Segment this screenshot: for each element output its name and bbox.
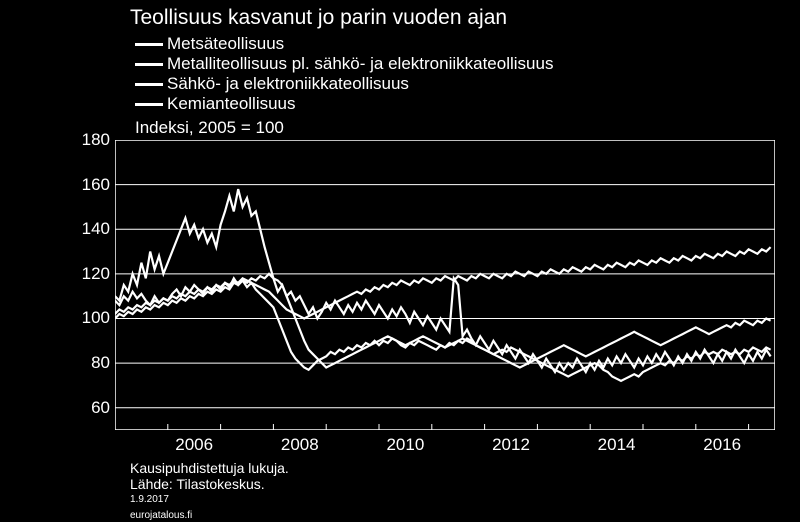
plot-area xyxy=(115,140,775,430)
x-tick-label: 2012 xyxy=(492,435,530,455)
chart-subtitle: Indeksi, 2005 = 100 xyxy=(135,118,284,138)
y-tick-label: 180 xyxy=(70,130,110,150)
y-tick-label: 80 xyxy=(70,353,110,373)
legend-swatch xyxy=(135,63,163,66)
chart-container: Teollisuus kasvanut jo parin vuoden ajan… xyxy=(0,0,800,522)
x-tick-label: 2014 xyxy=(598,435,636,455)
x-axis: 2006 2008 2010 2012 2014 2016 xyxy=(115,435,775,459)
footnote-date: 1.9.2017 xyxy=(130,492,289,508)
legend-item: Kemianteollisuus xyxy=(135,94,553,114)
legend-swatch xyxy=(135,103,163,106)
series-line xyxy=(115,247,771,318)
footnote-source: Lähde: Tilastokeskus. xyxy=(130,476,289,492)
legend-label: Metsäteollisuus xyxy=(167,34,284,54)
y-tick-label: 60 xyxy=(70,398,110,418)
legend-item: Metsäteollisuus xyxy=(135,34,553,54)
legend-swatch xyxy=(135,83,163,86)
x-tick-label: 2008 xyxy=(281,435,319,455)
x-tick-label: 2006 xyxy=(175,435,213,455)
legend-label: Metalliteollisuus pl. sähkö- ja elektron… xyxy=(167,54,553,74)
legend-label: Sähkö- ja elektroniikkateollisuus xyxy=(167,74,409,94)
legend-label: Kemianteollisuus xyxy=(167,94,296,114)
legend-item: Metalliteollisuus pl. sähkö- ja elektron… xyxy=(135,54,553,74)
y-tick-label: 140 xyxy=(70,219,110,239)
footnotes: Kausipuhdistettuja lukuja. Lähde: Tilast… xyxy=(130,460,289,522)
x-tick-label: 2010 xyxy=(386,435,424,455)
y-axis: 6080100120140160180 xyxy=(70,140,110,430)
chart-title: Teollisuus kasvanut jo parin vuoden ajan xyxy=(130,6,507,30)
legend: Metsäteollisuus Metalliteollisuus pl. sä… xyxy=(135,34,553,114)
y-tick-label: 100 xyxy=(70,308,110,328)
footnote-site: eurojatalous.fi xyxy=(130,508,289,522)
footnote-note: Kausipuhdistettuja lukuja. xyxy=(130,460,289,476)
plot-svg xyxy=(115,140,775,430)
series-line xyxy=(115,189,771,372)
legend-item: Sähkö- ja elektroniikkateollisuus xyxy=(135,74,553,94)
y-tick-label: 160 xyxy=(70,175,110,195)
y-tick-label: 120 xyxy=(70,264,110,284)
legend-swatch xyxy=(135,43,163,46)
x-tick-label: 2016 xyxy=(703,435,741,455)
